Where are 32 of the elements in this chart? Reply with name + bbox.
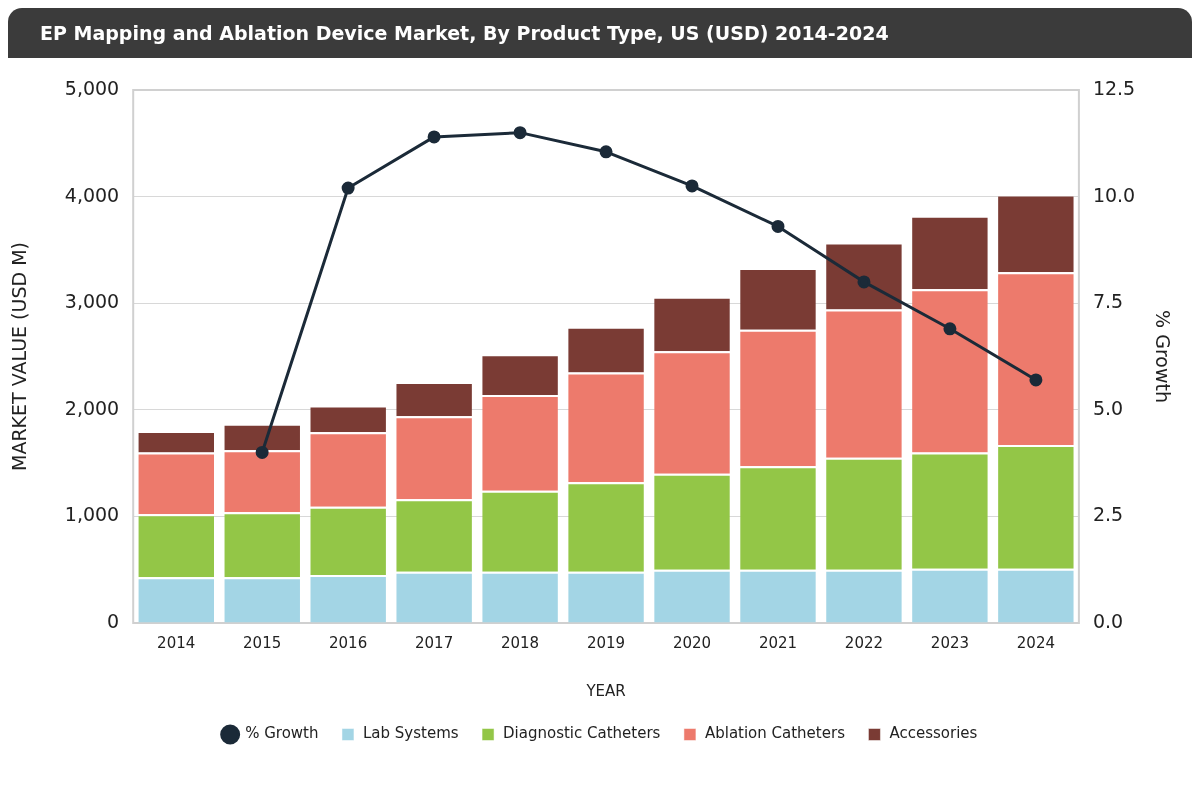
y-tick-label: 5,000 <box>64 76 120 99</box>
y-tick-label: 2,000 <box>64 396 120 419</box>
y2-tick-label: 2.5 <box>1092 503 1124 526</box>
y2-tick-label: 12.5 <box>1092 76 1136 99</box>
x-tick-label: 2015 <box>243 633 282 652</box>
legend-label: Lab Systems <box>362 724 459 743</box>
x-tick-label: 2019 <box>586 633 626 652</box>
legend-label: Diagnostic Catheters <box>503 724 661 743</box>
x-tick-label: 2021 <box>758 633 798 652</box>
x-tick-label: 2014 <box>157 633 196 652</box>
legend-label: % Growth <box>245 724 319 743</box>
y-axis-title: MARKET VALUE (USD M) <box>8 242 31 471</box>
y-tick-label: 4,000 <box>64 183 120 206</box>
y2-tick-label: 7.5 <box>1092 290 1124 313</box>
y2-tick-label: 0.0 <box>1092 609 1124 632</box>
y-tick-label: 3,000 <box>64 290 120 313</box>
y2-axis-title: % Growth <box>1151 310 1174 403</box>
x-tick-label: 2024 <box>1016 633 1055 652</box>
chart-title: EP Mapping and Ablation Device Market, By Product Type, US (USD) 2014-2024 <box>8 8 1192 58</box>
x-tick-label: 2016 <box>329 633 368 652</box>
x-tick-label: 2022 <box>844 633 884 652</box>
legend-label: Accessories <box>889 724 978 743</box>
y-tick-label: 0 <box>107 609 120 632</box>
x-tick-label: 2017 <box>415 633 454 652</box>
legend-label: Ablation Catheters <box>704 724 846 743</box>
x-axis-title: YEAR <box>585 681 626 700</box>
x-tick-label: 2018 <box>500 633 540 652</box>
y-tick-label: 1,000 <box>64 503 120 526</box>
x-tick-label: 2020 <box>672 633 712 652</box>
y2-tick-label: 5.0 <box>1092 396 1124 419</box>
y2-tick-label: 10.0 <box>1092 183 1136 206</box>
x-tick-label: 2023 <box>930 633 970 652</box>
